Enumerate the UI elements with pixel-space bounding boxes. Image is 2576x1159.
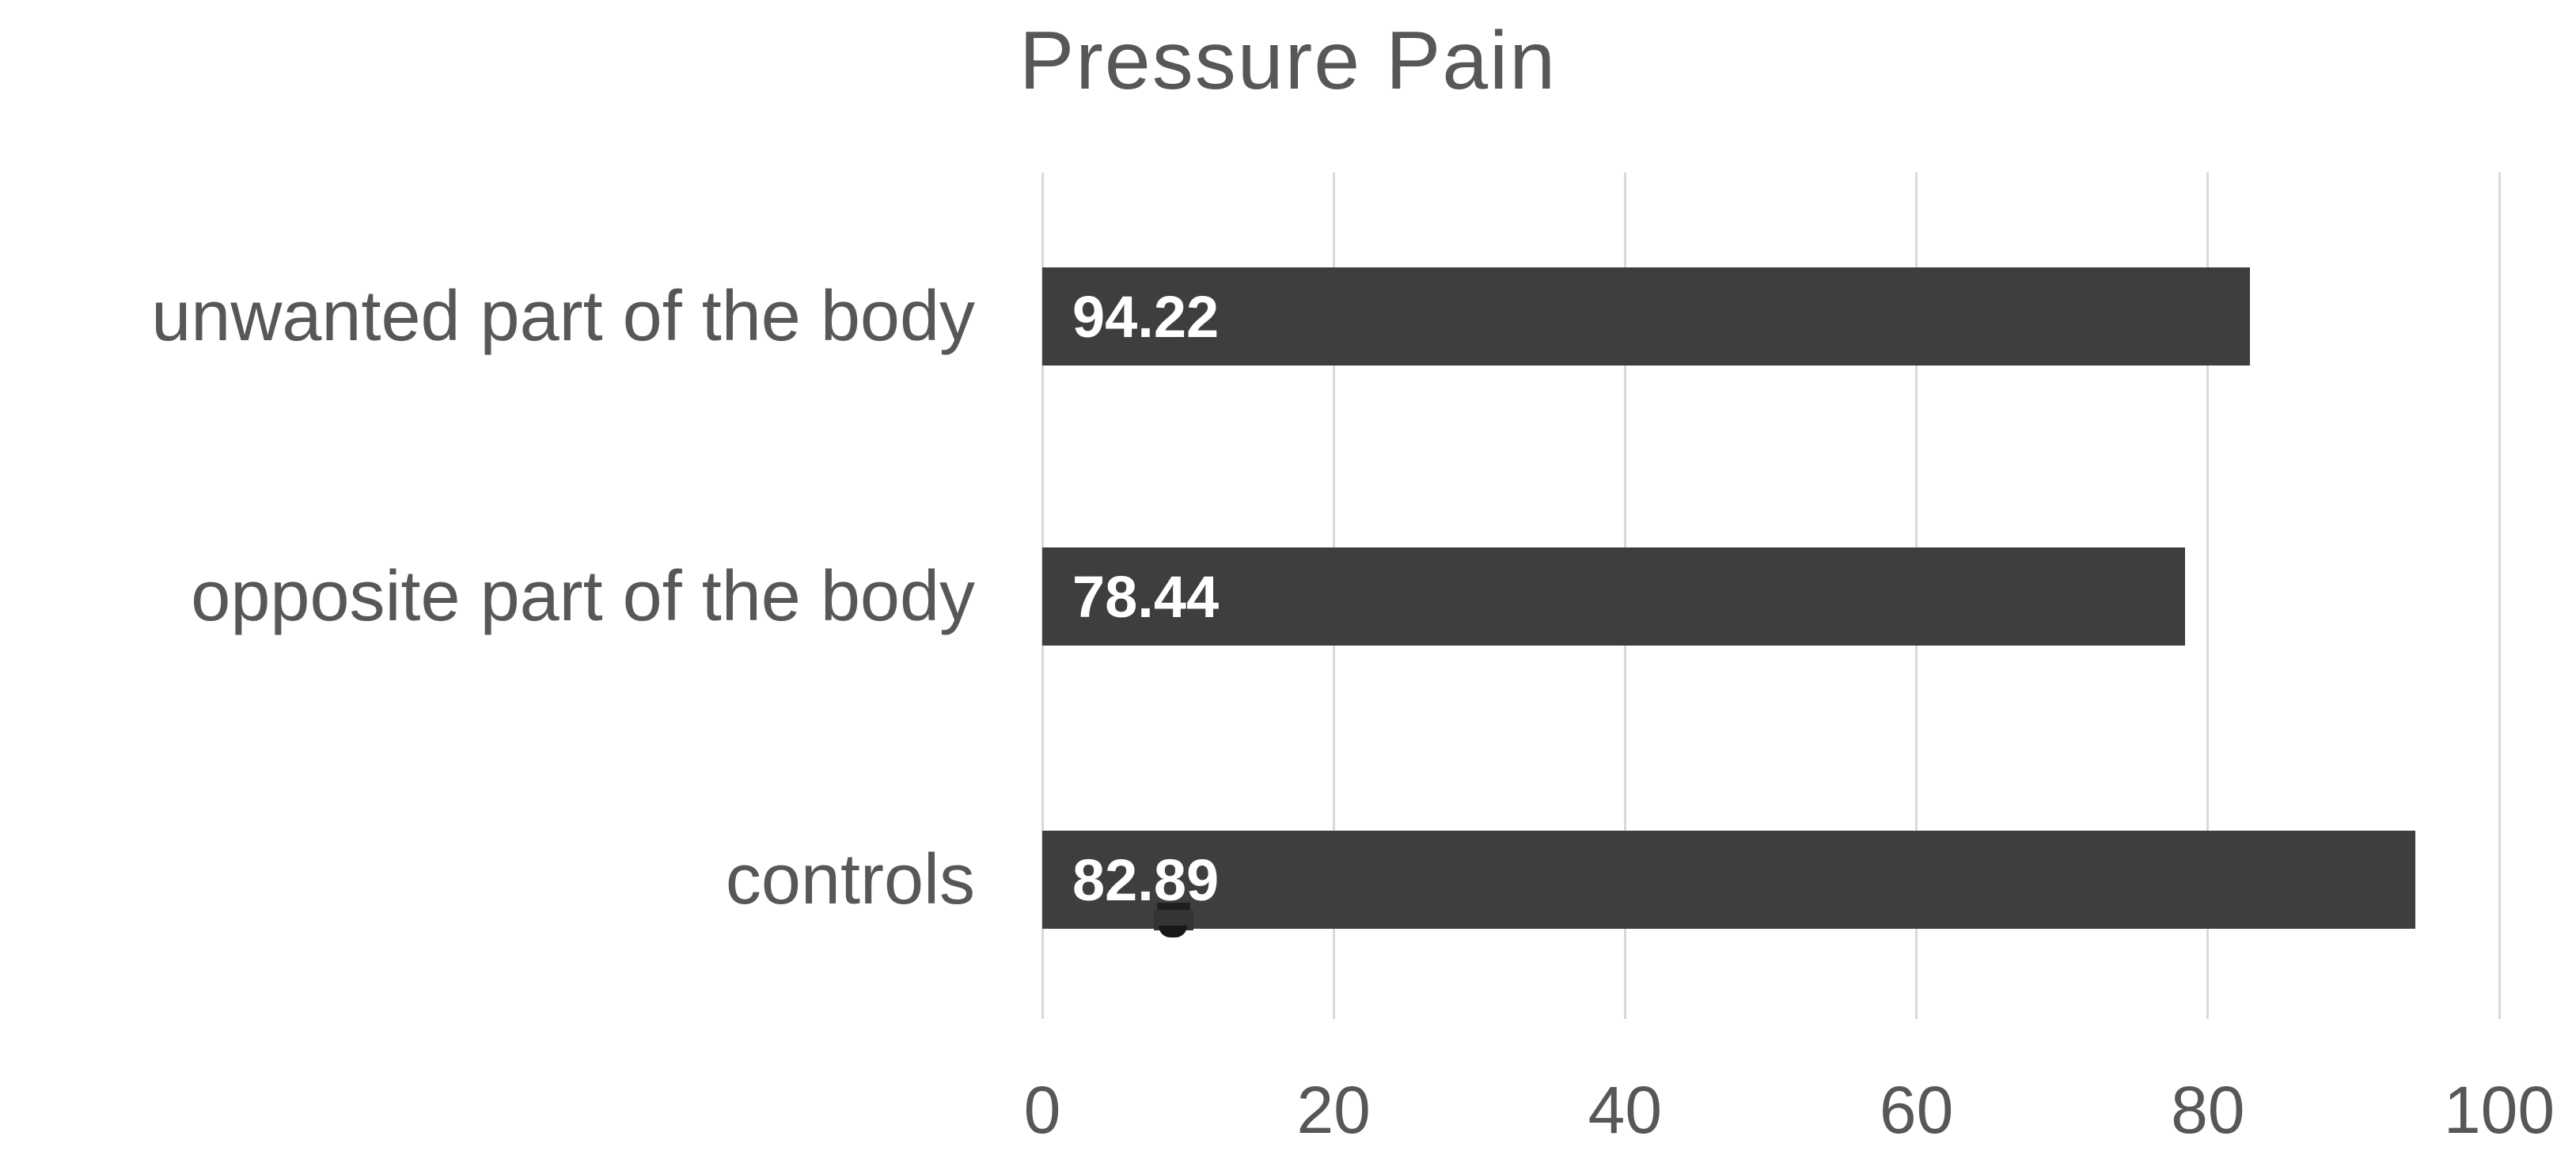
x-axis-tick-label: 80 (2171, 1073, 2245, 1147)
category-label: unwanted part of the body (151, 277, 975, 356)
chart-title: Pressure Pain (1019, 15, 1557, 107)
vertical-gridline (2206, 172, 2210, 1019)
bar-value-label: 94.22 (1072, 283, 1220, 350)
bar: 78.44 (1042, 547, 2186, 646)
bar-value-label: 78.44 (1072, 563, 1220, 630)
bar: 82.89 (1042, 831, 2415, 929)
category-label: controls (725, 840, 975, 919)
x-axis-tick-label: 100 (2443, 1073, 2555, 1147)
bar: 94.22 (1042, 267, 2250, 366)
vertical-gridline (2498, 172, 2501, 1019)
artifact-mark (1159, 926, 1187, 937)
bar-value-label: 82.89 (1072, 847, 1220, 913)
x-axis-tick-label: 0 (1023, 1073, 1061, 1147)
x-axis-tick-label: 60 (1879, 1073, 1954, 1147)
x-axis-tick-label: 20 (1296, 1073, 1371, 1147)
category-label: opposite part of the body (191, 557, 975, 636)
x-axis-tick-label: 40 (1588, 1073, 1663, 1147)
artifact-mark (1157, 903, 1190, 911)
